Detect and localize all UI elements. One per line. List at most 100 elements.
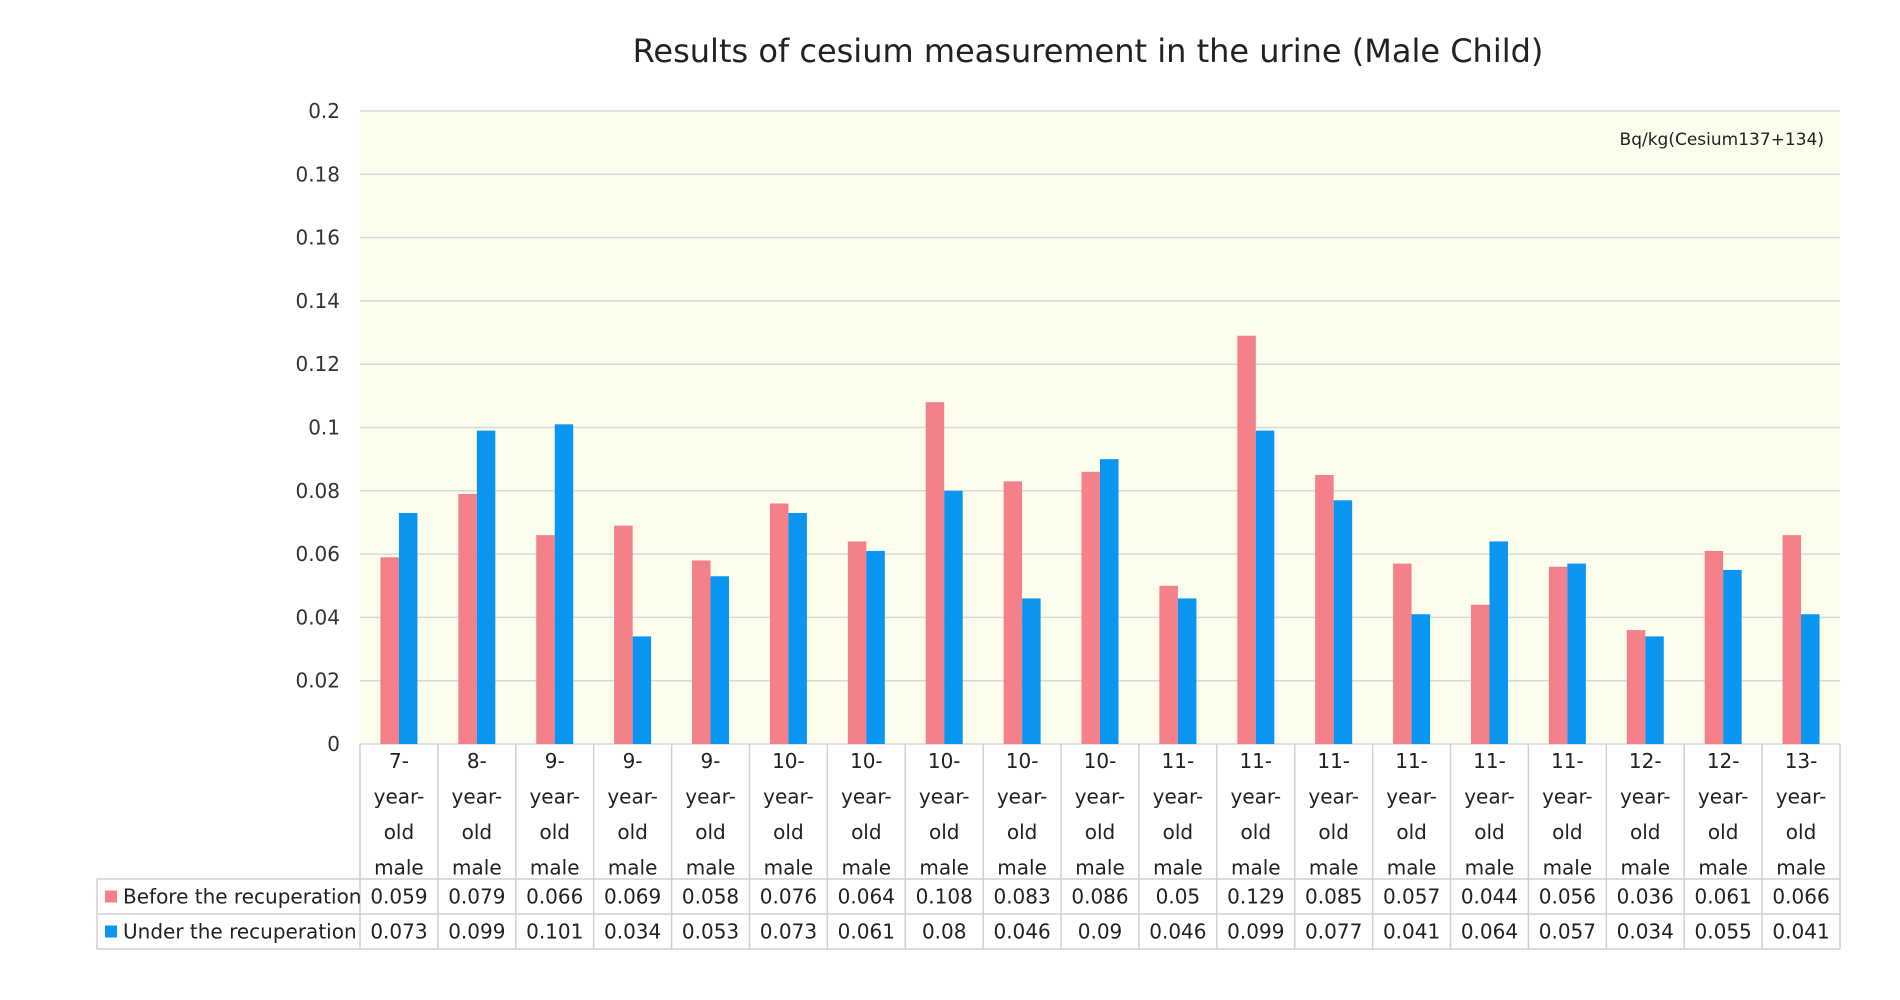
bar-before-19 [1782,535,1802,744]
bars [380,335,1820,744]
category-label: old [929,820,960,844]
category-label: male [1153,856,1203,880]
category-label: 10- [1006,749,1039,773]
chart-title: Results of cesium measurement in the uri… [633,32,1544,70]
category-label: male [842,856,892,880]
y-tick-label: 0.04 [295,605,340,629]
bar-before-1 [380,557,399,744]
bar-before-15 [1470,604,1490,744]
category-label: male [374,856,424,880]
category-label: old [1163,820,1194,844]
category-label: 12- [1707,749,1740,773]
data-label: 0.085 [1305,885,1362,909]
bar-under-2 [476,430,496,744]
bar-before-13 [1315,474,1334,744]
category-label: male [1309,856,1359,880]
data-label: 0.056 [1539,885,1596,909]
category-label: 10- [1084,749,1117,773]
legend-label-1: Before the recuperation [123,885,361,909]
data-table: 7- year-old male 8- year-old male 9- year-old ma… [96,744,1841,950]
bar-before-18 [1704,550,1724,744]
bar-under-19 [1801,614,1820,744]
bar-under-9 [1022,598,1041,744]
category-label: male [686,856,736,880]
category-label: male [1231,856,1281,880]
category-label: 10- [850,749,883,773]
data-label: 0.057 [1539,920,1596,944]
data-label: 0.099 [448,920,505,944]
category-label: year- [997,785,1048,809]
category-label: old [1786,820,1817,844]
category-label: male [1075,856,1125,880]
data-label: 0.064 [838,885,895,909]
bar-before-9 [1003,481,1023,744]
category-label: 11- [1239,749,1272,773]
y-tick-label: 0.02 [295,669,340,693]
category-label: male [1387,856,1437,880]
category-label: old [1085,820,1116,844]
y-tick-label: 0.14 [295,289,340,313]
data-label: 0.073 [760,920,817,944]
category-label: male [1465,856,1515,880]
bar-under-14 [1411,614,1431,744]
data-label: 0.101 [526,920,583,944]
data-label: 0.058 [682,885,739,909]
data-label: 0.108 [916,885,973,909]
bar-before-4 [614,525,633,744]
bar-under-7 [866,550,885,744]
data-label: 0.041 [1772,920,1829,944]
data-label: 0.069 [604,885,661,909]
category-label: 10- [772,749,805,773]
category-label: 7- [389,749,409,773]
bar-under-18 [1723,569,1742,744]
category-label: year- [1620,785,1671,809]
bar-under-13 [1333,500,1353,744]
category-label: old [1007,820,1038,844]
data-label: 0.061 [838,920,895,944]
bar-before-10 [1081,471,1100,744]
category-label: year- [1464,785,1515,809]
category-label: 11- [1551,749,1584,773]
y-tick-label: 0.1 [308,416,340,440]
bar-before-17 [1626,630,1646,744]
category-label: old [539,820,570,844]
data-label: 0.077 [1305,920,1362,944]
category-label: old [773,820,804,844]
data-label: 0.05 [1156,885,1201,909]
category-label: year- [374,785,425,809]
bar-under-8 [944,490,963,744]
category-label: year- [841,785,892,809]
category-label: 8- [467,749,487,773]
category-label: 9- [623,749,643,773]
data-label: 0.046 [993,920,1050,944]
data-label: 0.086 [1071,885,1128,909]
data-label: 0.044 [1461,885,1518,909]
category-label: 9- [701,749,721,773]
data-label: 0.079 [448,885,505,909]
category-label: old [1396,820,1427,844]
category-label: year- [1231,785,1282,809]
category-label: year- [685,785,736,809]
bar-before-5 [692,560,711,744]
category-label: old [1241,820,1272,844]
category-label: year- [1386,785,1437,809]
category-label: 10- [928,749,961,773]
bar-before-2 [458,493,477,744]
category-label: old [1318,820,1349,844]
bar-before-14 [1393,563,1412,744]
category-label: male [919,856,969,880]
bar-before-6 [769,503,789,744]
data-label: 0.059 [370,885,427,909]
category-label: year- [1542,785,1593,809]
category-label: male [997,856,1047,880]
category-label: old [462,820,493,844]
y-tick-label: 0.08 [295,479,340,503]
bar-under-11 [1177,598,1197,744]
category-label: male [1776,856,1826,880]
y-tick-label: 0.12 [295,352,340,376]
category-label: year- [1776,785,1827,809]
data-label: 0.099 [1227,920,1284,944]
data-label: 0.073 [370,920,427,944]
